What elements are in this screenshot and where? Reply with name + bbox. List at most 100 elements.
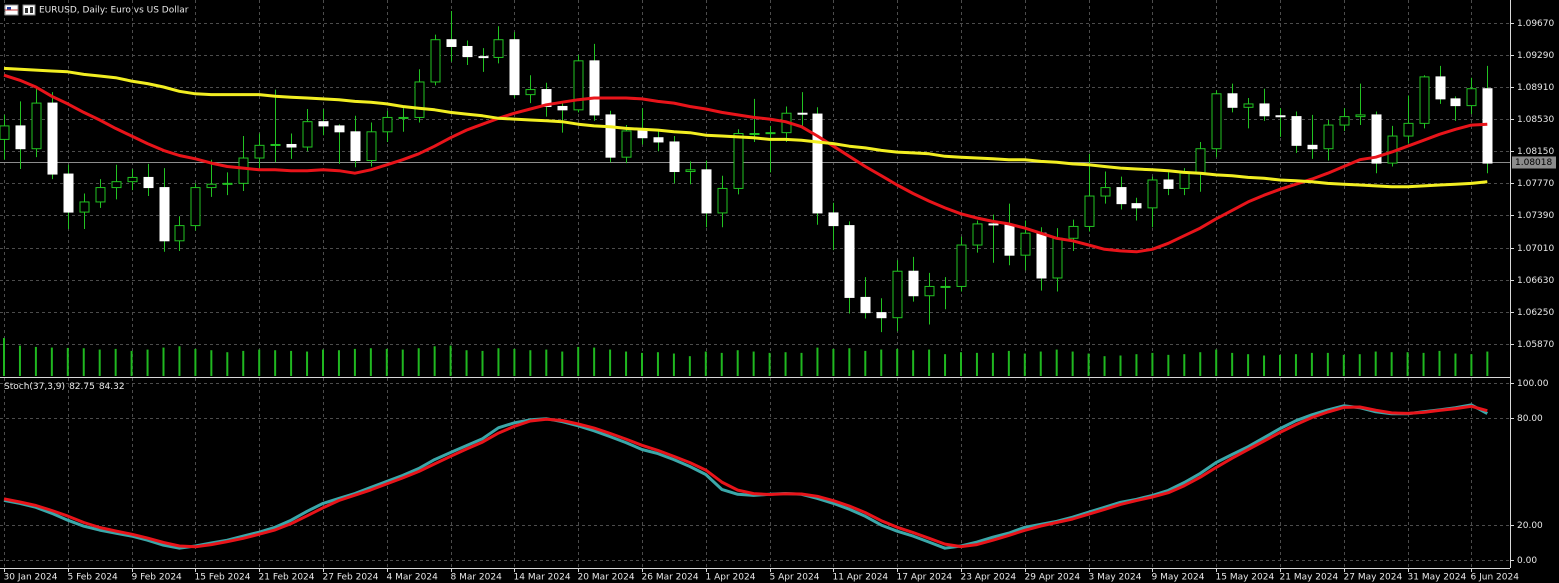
candle-body — [1163, 179, 1174, 189]
volume-bar — [991, 352, 994, 376]
candle-body — [1147, 179, 1158, 209]
volume-bar — [3, 338, 5, 376]
candle-body — [1116, 187, 1127, 205]
candle-body — [860, 296, 871, 314]
candle-body — [79, 201, 90, 213]
moving-average-line — [3, 73, 1488, 254]
volume-bar — [337, 350, 340, 376]
x-tick-label: 21 Feb 2024 — [259, 573, 315, 583]
candle-body — [1179, 172, 1190, 189]
volume-bar — [1039, 351, 1042, 376]
volume-bar — [1326, 352, 1329, 376]
volume-bar — [274, 350, 277, 376]
volume-bar — [50, 347, 53, 376]
volume-bar — [704, 351, 707, 376]
y-tick-label: 1.08150 — [1517, 147, 1554, 157]
candle-body — [286, 143, 297, 148]
volume-bar — [146, 349, 149, 376]
y-tick-label: 1.08910 — [1517, 83, 1554, 93]
candle-body — [1052, 237, 1063, 279]
candle-body — [1068, 225, 1079, 239]
volume-bar — [513, 348, 516, 376]
volume-bar — [66, 347, 69, 376]
candle-body — [908, 270, 919, 297]
volume-bar — [1406, 352, 1409, 376]
volume-bar — [1023, 353, 1026, 376]
candle-body — [892, 270, 903, 319]
chart-title: EURUSD, Daily: Euro vs US Dollar — [39, 6, 189, 16]
candle-body — [701, 169, 712, 214]
x-tick-label: 4 Mar 2024 — [387, 573, 439, 583]
volume-bar — [864, 350, 867, 376]
volume-bar — [162, 347, 165, 376]
volume-bar — [98, 349, 101, 376]
candle-body — [127, 176, 138, 183]
candle-body — [956, 244, 967, 287]
volume-bar — [306, 351, 309, 376]
candle-body — [1036, 232, 1047, 279]
candle-body — [1291, 116, 1302, 146]
chart-icon-part — [25, 8, 28, 13]
volume-bar — [1071, 351, 1074, 376]
candle-body — [366, 131, 377, 162]
stochastic-line — [3, 404, 1488, 549]
volume-bar — [1007, 350, 1010, 376]
candle-body — [318, 121, 329, 127]
volume-bar — [896, 348, 899, 376]
volume-bar — [848, 348, 851, 376]
volume-bar — [1231, 352, 1234, 376]
volume-bar — [1279, 354, 1281, 376]
volume-bar — [1135, 354, 1138, 376]
candle-body — [1371, 114, 1382, 164]
header-icons — [4, 4, 36, 16]
x-tick-label: 5 Apr 2024 — [770, 573, 820, 583]
candle-body — [1307, 144, 1318, 150]
candle-body — [206, 183, 217, 189]
candle-body — [844, 225, 855, 298]
volume-bar — [242, 350, 245, 376]
candle-body — [637, 130, 648, 139]
candle-body — [1435, 76, 1446, 100]
candle-body — [685, 169, 696, 173]
volume-bar — [385, 348, 388, 376]
volume-bar — [768, 352, 771, 376]
volume-bar — [880, 349, 883, 376]
y-tick-label: 0.00 — [1517, 556, 1537, 566]
volume-bar — [258, 349, 261, 376]
volume-bar — [641, 352, 643, 376]
candle-body — [924, 285, 935, 297]
y-tick-label: 80.00 — [1517, 414, 1543, 424]
volume-bar — [736, 350, 739, 376]
x-tick-label: 9 Feb 2024 — [132, 573, 183, 583]
candle-body — [1339, 116, 1350, 126]
candle-body — [270, 143, 281, 146]
x-tick-label: 1 Apr 2024 — [706, 573, 756, 583]
candle-body — [1131, 203, 1142, 209]
candle-body — [525, 89, 536, 96]
candle-body — [111, 181, 122, 189]
candle-body — [462, 45, 473, 58]
y-tick-label: 1.09290 — [1517, 51, 1554, 61]
candle-body — [254, 144, 265, 159]
candle-body — [1211, 93, 1222, 150]
volume-bar — [178, 346, 181, 376]
volume-bar — [1294, 354, 1297, 376]
volume-bar — [1167, 354, 1170, 376]
candle-body — [589, 60, 600, 116]
candle-body — [398, 116, 409, 119]
volume-bar — [1310, 352, 1313, 376]
volume-bar — [800, 352, 803, 376]
last-price-label: 1.08018 — [1515, 158, 1552, 168]
x-tick-label: 6 Jun 2024 — [1471, 573, 1520, 583]
flag-part — [7, 7, 11, 10]
volume-bar — [1247, 354, 1250, 376]
candle-body — [302, 121, 313, 148]
candle-body — [557, 105, 568, 111]
y-tick-label: 1.08530 — [1517, 115, 1554, 125]
candle-body — [1419, 76, 1430, 124]
volume-bar — [290, 350, 293, 376]
volume-bar — [417, 348, 420, 376]
x-tick-label: 26 Mar 2024 — [642, 573, 699, 583]
x-tick-label: 15 Feb 2024 — [195, 573, 251, 583]
volume-bar — [369, 348, 372, 376]
